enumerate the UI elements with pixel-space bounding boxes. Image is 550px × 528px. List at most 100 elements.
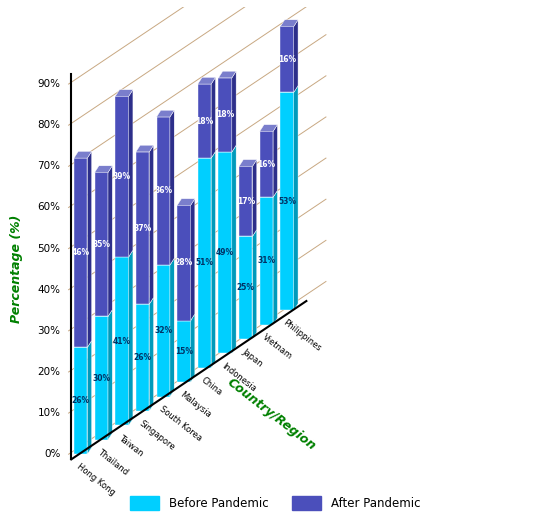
Text: 28%: 28% bbox=[175, 259, 193, 268]
Polygon shape bbox=[280, 92, 294, 310]
Polygon shape bbox=[136, 297, 153, 304]
Text: 26%: 26% bbox=[72, 396, 90, 406]
Text: 80%: 80% bbox=[37, 120, 60, 130]
Polygon shape bbox=[116, 257, 129, 426]
Text: 32%: 32% bbox=[154, 326, 172, 335]
Polygon shape bbox=[136, 145, 153, 152]
Text: 40%: 40% bbox=[37, 285, 60, 295]
Text: Country/Region: Country/Region bbox=[224, 375, 318, 452]
Polygon shape bbox=[177, 199, 195, 205]
Text: 90%: 90% bbox=[37, 79, 60, 89]
Polygon shape bbox=[198, 78, 216, 84]
Polygon shape bbox=[157, 258, 174, 265]
Polygon shape bbox=[95, 310, 112, 316]
Text: Malaysia: Malaysia bbox=[178, 390, 213, 420]
Polygon shape bbox=[170, 258, 174, 397]
Polygon shape bbox=[218, 152, 232, 353]
Polygon shape bbox=[294, 86, 298, 310]
Text: 31%: 31% bbox=[257, 257, 276, 266]
Text: Singapore: Singapore bbox=[137, 419, 176, 452]
Text: Taiwan: Taiwan bbox=[117, 433, 145, 458]
Polygon shape bbox=[232, 145, 236, 353]
Text: 26%: 26% bbox=[134, 353, 152, 362]
Polygon shape bbox=[116, 97, 129, 257]
Text: 49%: 49% bbox=[216, 248, 234, 257]
Text: 17%: 17% bbox=[236, 197, 255, 206]
Polygon shape bbox=[232, 71, 236, 152]
Polygon shape bbox=[95, 166, 112, 173]
Text: 36%: 36% bbox=[154, 186, 172, 195]
Polygon shape bbox=[211, 152, 216, 368]
Polygon shape bbox=[177, 205, 190, 320]
Polygon shape bbox=[252, 159, 257, 236]
Polygon shape bbox=[149, 145, 153, 304]
Text: 53%: 53% bbox=[278, 197, 296, 206]
Polygon shape bbox=[116, 250, 133, 257]
Text: 60%: 60% bbox=[37, 202, 60, 212]
Polygon shape bbox=[218, 78, 232, 152]
Text: 10%: 10% bbox=[37, 408, 60, 418]
Text: 18%: 18% bbox=[195, 117, 213, 126]
Text: 35%: 35% bbox=[92, 240, 111, 249]
Text: 18%: 18% bbox=[216, 110, 234, 119]
Polygon shape bbox=[177, 314, 195, 320]
Text: 70%: 70% bbox=[37, 162, 60, 171]
Polygon shape bbox=[87, 152, 92, 347]
Text: 25%: 25% bbox=[237, 283, 255, 292]
Polygon shape bbox=[239, 236, 252, 339]
Text: 0%: 0% bbox=[44, 449, 60, 459]
Polygon shape bbox=[198, 158, 211, 368]
Polygon shape bbox=[74, 158, 87, 347]
Polygon shape bbox=[252, 230, 257, 339]
Polygon shape bbox=[294, 20, 298, 92]
Polygon shape bbox=[218, 71, 236, 78]
Polygon shape bbox=[157, 110, 174, 117]
Polygon shape bbox=[149, 297, 153, 411]
Polygon shape bbox=[190, 199, 195, 320]
Text: 51%: 51% bbox=[195, 259, 213, 268]
Polygon shape bbox=[211, 78, 216, 158]
Polygon shape bbox=[239, 230, 257, 236]
Legend: Before Pandemic, After Pandemic: Before Pandemic, After Pandemic bbox=[125, 492, 425, 515]
Text: 16%: 16% bbox=[257, 160, 276, 169]
Text: Thailand: Thailand bbox=[96, 448, 130, 477]
Polygon shape bbox=[74, 152, 92, 158]
Polygon shape bbox=[260, 125, 277, 131]
Text: 16%: 16% bbox=[278, 55, 296, 64]
Polygon shape bbox=[260, 131, 273, 197]
Polygon shape bbox=[218, 145, 236, 152]
Polygon shape bbox=[190, 314, 195, 382]
Polygon shape bbox=[108, 166, 112, 316]
Text: Vietnam: Vietnam bbox=[261, 333, 294, 361]
Text: 15%: 15% bbox=[175, 347, 193, 356]
Polygon shape bbox=[273, 125, 277, 197]
Text: 39%: 39% bbox=[113, 172, 131, 181]
Polygon shape bbox=[260, 197, 273, 325]
Text: 30%: 30% bbox=[92, 374, 111, 383]
Polygon shape bbox=[198, 152, 216, 158]
Polygon shape bbox=[74, 341, 92, 347]
Text: South Korea: South Korea bbox=[158, 404, 204, 443]
Polygon shape bbox=[280, 20, 298, 26]
Polygon shape bbox=[74, 347, 87, 454]
Text: Japan: Japan bbox=[240, 347, 265, 369]
Polygon shape bbox=[280, 86, 298, 92]
Text: 20%: 20% bbox=[37, 367, 60, 377]
Text: Percentage (%): Percentage (%) bbox=[10, 215, 23, 323]
Polygon shape bbox=[239, 166, 252, 236]
Polygon shape bbox=[260, 191, 277, 197]
Text: 50%: 50% bbox=[37, 243, 60, 253]
Text: Philippines: Philippines bbox=[282, 318, 323, 353]
Polygon shape bbox=[129, 90, 133, 257]
Polygon shape bbox=[108, 310, 112, 440]
Polygon shape bbox=[95, 316, 108, 440]
Text: China: China bbox=[199, 375, 223, 398]
Polygon shape bbox=[273, 191, 277, 325]
Polygon shape bbox=[87, 341, 92, 454]
Polygon shape bbox=[129, 250, 133, 426]
Polygon shape bbox=[157, 265, 170, 397]
Text: 30%: 30% bbox=[37, 326, 60, 336]
Polygon shape bbox=[95, 173, 108, 316]
Text: 37%: 37% bbox=[134, 223, 152, 232]
Text: 46%: 46% bbox=[72, 248, 90, 257]
